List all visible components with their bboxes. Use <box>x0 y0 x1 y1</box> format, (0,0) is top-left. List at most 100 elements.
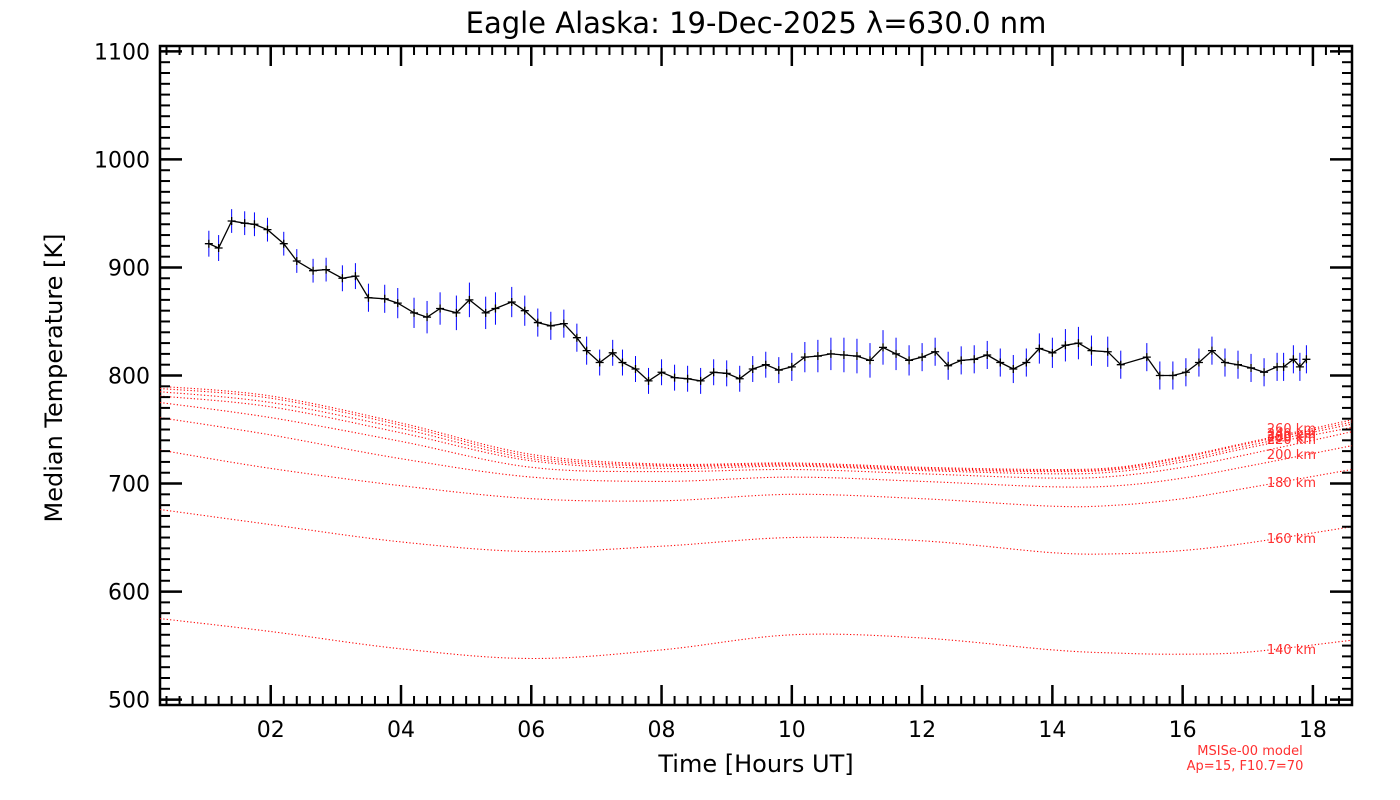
model-curve-140-km <box>159 618 1353 660</box>
data-point <box>608 348 617 357</box>
data-point <box>1103 347 1112 356</box>
chart-title: Eagle Alaska: 19-Dec-2025 λ=630.0 nm <box>466 6 1047 40</box>
y-axis-label: Median Temperature [K] <box>40 233 68 522</box>
data-point <box>1302 355 1311 364</box>
data-point <box>1048 348 1057 357</box>
data-point <box>892 349 901 358</box>
model-curve-240-km <box>159 395 1353 475</box>
model-params-note: Ap=15, F10.7=70 <box>1187 759 1304 774</box>
data-point <box>631 365 640 374</box>
data-point <box>410 308 419 317</box>
axis-ticks: 02 04 06 08 10 12 14 16 18 500 600 700 800 900 1000 110… <box>94 40 1353 743</box>
data-point <box>761 360 770 369</box>
data-point <box>351 272 360 281</box>
data-point <box>787 362 796 371</box>
data-point <box>1234 360 1243 369</box>
data-point <box>279 239 288 248</box>
data-point <box>983 350 992 359</box>
model-curve-260-km <box>159 391 1353 473</box>
data-point <box>1247 363 1256 372</box>
y-tick-label: 600 <box>108 581 150 606</box>
model-curve-280-km <box>159 387 1353 472</box>
data-point <box>735 374 744 383</box>
model-label-160-km: 160 km <box>1267 532 1316 547</box>
observed-line <box>208 220 1307 382</box>
data-point <box>1207 346 1216 355</box>
model-curve-300-km <box>159 385 1353 471</box>
data-point <box>204 239 213 248</box>
data-point <box>1009 365 1018 374</box>
data-point <box>572 333 581 342</box>
data-point <box>1087 346 1096 355</box>
model-label-140-km: 140 km <box>1267 643 1316 658</box>
data-point <box>1220 358 1229 367</box>
data-point <box>491 304 500 313</box>
x-tick-label: 16 <box>1169 718 1197 743</box>
data-point <box>879 343 888 352</box>
data-point <box>559 319 568 328</box>
data-point <box>970 355 979 364</box>
y-tick-label: 1000 <box>94 148 150 173</box>
observed-series <box>204 217 1311 385</box>
x-tick-label: 02 <box>257 718 285 743</box>
x-tick-label: 10 <box>778 718 806 743</box>
y-tick-label: 800 <box>108 365 150 390</box>
data-point <box>1168 371 1177 380</box>
x-tick-label: 04 <box>387 718 415 743</box>
data-point <box>1035 344 1044 353</box>
data-point <box>393 299 402 308</box>
model-label-260-km: 260 km <box>1267 422 1316 437</box>
data-point <box>1061 341 1070 350</box>
data-point <box>582 346 591 355</box>
data-point <box>214 244 223 253</box>
data-point <box>696 376 705 385</box>
data-point <box>722 369 731 378</box>
data-point <box>423 313 432 322</box>
data-point <box>250 220 259 229</box>
data-point <box>813 352 822 361</box>
data-point <box>618 358 627 367</box>
data-point <box>380 294 389 303</box>
y-tick-label: 500 <box>108 689 150 714</box>
model-label-300-km: 300 km <box>1267 429 1316 444</box>
data-point <box>595 358 604 367</box>
data-point <box>709 368 718 377</box>
data-point <box>322 265 331 274</box>
data-point <box>240 219 249 228</box>
data-point <box>1279 362 1288 371</box>
data-point <box>800 353 809 362</box>
x-tick-label: 08 <box>648 718 676 743</box>
data-point <box>227 217 236 226</box>
data-point <box>364 293 373 302</box>
x-tick-label: 18 <box>1299 718 1327 743</box>
data-point <box>1260 368 1269 377</box>
data-point <box>839 350 848 359</box>
x-tick-label: 12 <box>908 718 936 743</box>
y-tick-label: 1100 <box>94 40 150 65</box>
model-curve-160-km <box>159 508 1353 555</box>
data-point <box>338 274 347 283</box>
data-point <box>865 356 874 365</box>
data-point <box>774 366 783 375</box>
data-point <box>1289 355 1298 364</box>
data-point <box>1116 360 1125 369</box>
data-point <box>520 306 529 315</box>
model-label-180-km: 180 km <box>1267 476 1316 491</box>
data-point <box>1181 368 1190 377</box>
data-point <box>996 358 1005 367</box>
data-point <box>507 298 516 307</box>
data-point <box>918 353 927 362</box>
model-label-200-km: 200 km <box>1267 448 1316 463</box>
x-tick-label: 06 <box>517 718 545 743</box>
data-point <box>657 368 666 377</box>
data-point <box>546 321 555 330</box>
error-bars <box>208 209 1307 394</box>
data-point <box>1142 353 1151 362</box>
y-tick-label: 900 <box>108 256 150 281</box>
data-point <box>1074 339 1083 348</box>
data-point <box>852 352 861 361</box>
data-point <box>292 256 301 265</box>
data-point <box>533 318 542 327</box>
